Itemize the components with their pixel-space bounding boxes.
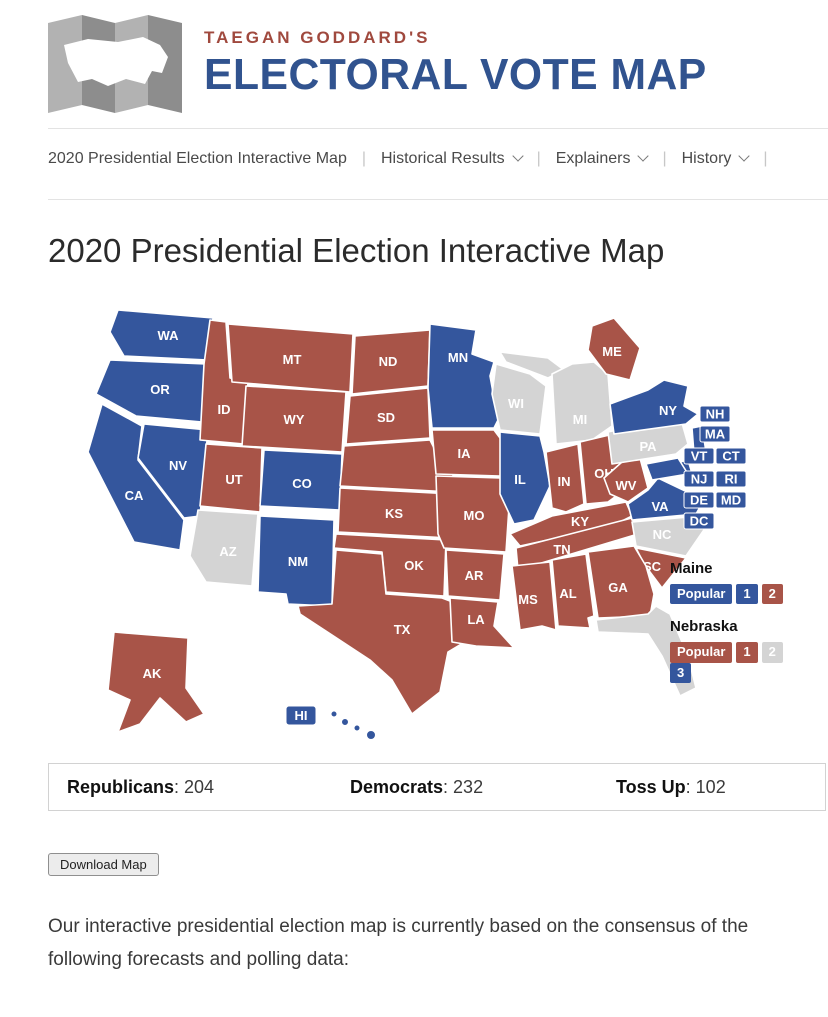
chevron-down-icon	[637, 150, 650, 162]
state-MI[interactable]	[551, 361, 613, 445]
intro-text: Our interactive presidential election ma…	[48, 916, 749, 971]
state-AR[interactable]	[445, 549, 505, 601]
nav-separator	[763, 150, 767, 167]
state-KS[interactable]	[337, 487, 453, 539]
site-logo[interactable]: TAEGAN GODDARD'S ELECTORAL VOTE MAP	[48, 10, 828, 118]
state-WA[interactable]	[109, 309, 214, 361]
state-ND[interactable]	[351, 329, 431, 395]
nav-item-2020-presidential-election-interactive-map[interactable]: 2020 Presidential Election Interactive M…	[48, 150, 347, 167]
nav-separator	[362, 150, 366, 167]
state-HI-island[interactable]	[330, 710, 338, 718]
small-state-MA[interactable]	[699, 425, 731, 443]
maine-legend: Maine Popular 1 2	[670, 560, 808, 605]
state-UT[interactable]	[199, 443, 263, 513]
state-HI-island[interactable]	[353, 724, 361, 732]
nebraska-chip-popular[interactable]: Popular	[670, 642, 733, 663]
state-LA[interactable]	[449, 597, 515, 649]
nebraska-chip-2[interactable]: 2	[761, 642, 783, 663]
state-SD[interactable]	[345, 387, 431, 445]
state-AL[interactable]	[551, 553, 595, 629]
site-logo-map-icon	[48, 15, 182, 113]
state-IN[interactable]	[545, 443, 585, 513]
small-state-NJ[interactable]	[683, 470, 715, 488]
state-HI[interactable]	[285, 705, 317, 726]
site-header: TAEGAN GODDARD'S ELECTORAL VOTE MAP	[48, 10, 828, 118]
state-MS[interactable]	[511, 561, 557, 631]
state-HI-island[interactable]	[341, 718, 349, 726]
nav-item-history[interactable]: History	[682, 150, 751, 167]
totals-tossup-value: : 102	[685, 776, 726, 797]
maine-legend-title: Maine	[670, 560, 713, 577]
state-MO[interactable]	[435, 475, 511, 553]
nav-separator	[662, 150, 666, 167]
chevron-down-icon	[738, 150, 751, 162]
totals-democrats: Democrats: 232	[350, 777, 616, 798]
totals-democrats-label: Democrats	[350, 776, 444, 797]
state-ME[interactable]	[587, 317, 641, 381]
small-state-RI[interactable]	[715, 470, 747, 488]
nebraska-chip-3[interactable]: 3	[670, 662, 692, 683]
divider-nav	[48, 199, 828, 200]
state-CA[interactable]	[87, 403, 185, 551]
state-IA[interactable]	[431, 429, 507, 477]
nebraska-legend: Nebraska Popular 1 2 3	[670, 618, 808, 683]
maine-chip-popular[interactable]: Popular	[670, 584, 733, 605]
divider-top	[48, 128, 828, 129]
state-IL[interactable]	[499, 431, 551, 525]
state-CO[interactable]	[259, 449, 343, 511]
nebraska-legend-chips: Popular 1 2 3	[670, 642, 808, 683]
nebraska-legend-title: Nebraska	[670, 618, 738, 636]
totals-democrats-value: : 232	[443, 776, 484, 797]
small-state-MD[interactable]	[715, 491, 747, 509]
site-logo-text: TAEGAN GODDARD'S ELECTORAL VOTE MAP	[204, 28, 722, 100]
nav-separator	[537, 150, 541, 167]
state-OR[interactable]	[95, 359, 207, 423]
state-NY[interactable]	[609, 379, 699, 435]
totals-republicans-value: : 204	[174, 776, 215, 797]
nebraska-chip-1[interactable]: 1	[736, 642, 758, 663]
nav-item-historical-results[interactable]: Historical Results	[381, 150, 524, 167]
state-HI-island[interactable]	[366, 730, 376, 740]
main-nav: 2020 Presidential Election Interactive M…	[48, 129, 828, 189]
small-state-DE[interactable]	[683, 491, 715, 509]
small-state-NH[interactable]	[699, 405, 731, 423]
totals-tossup: Toss Up: 102	[616, 777, 825, 798]
state-AZ[interactable]	[189, 509, 259, 587]
totals-tossup-label: Toss Up	[616, 776, 686, 797]
state-TX[interactable]	[297, 549, 469, 715]
state-NM[interactable]	[257, 515, 335, 607]
small-state-VT[interactable]	[683, 447, 715, 465]
state-label-FL: FL	[630, 654, 646, 669]
state-AK[interactable]	[107, 631, 205, 733]
small-state-CT[interactable]	[715, 447, 747, 465]
split-vote-legend: Maine Popular 1 2 Nebraska Popular 1 23	[670, 560, 808, 683]
maine-legend-chips: Popular 1 2	[670, 584, 808, 605]
totals-republicans: Republicans: 204	[67, 777, 350, 798]
small-state-DC[interactable]	[683, 512, 715, 530]
state-MN[interactable]	[427, 323, 499, 429]
state-GA[interactable]	[587, 545, 655, 619]
nav-item-explainers[interactable]: Explainers	[556, 150, 650, 167]
download-map-button[interactable]: Download Map	[48, 853, 159, 876]
maine-chip-2[interactable]: 2	[761, 584, 783, 605]
electoral-map: WA OR CA NV ID MT WY UT CO AZ NM ND SD KS OK TX MN IA MO AR…	[48, 294, 808, 749]
site-tagline: TAEGAN GODDARD'S	[204, 28, 431, 47]
state-NV[interactable]	[137, 423, 209, 519]
page-title: 2020 Presidential Election Interactive M…	[48, 232, 665, 269]
site-title: ELECTORAL VOTE MAP	[204, 50, 707, 99]
state-MT[interactable]	[227, 323, 354, 393]
chevron-down-icon	[511, 150, 524, 162]
vote-totals-bar: Republicans: 204 Democrats: 232 Toss Up: 1…	[48, 763, 826, 811]
state-WI[interactable]	[491, 363, 547, 435]
state-WY[interactable]	[241, 385, 347, 453]
totals-republicans-label: Republicans	[67, 776, 175, 797]
maine-chip-1[interactable]: 1	[736, 584, 758, 605]
